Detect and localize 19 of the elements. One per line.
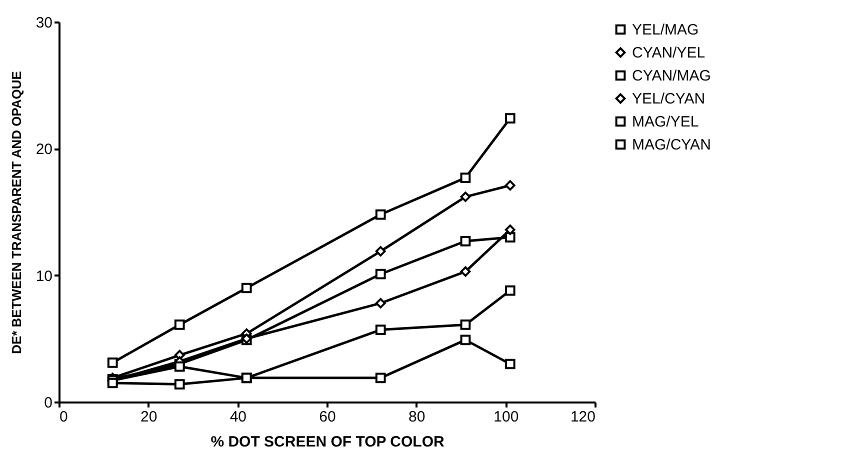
x-tick-label: 0 (60, 408, 68, 426)
y-tick-label: 30 (36, 14, 52, 32)
legend-label: YEL/MAG (632, 22, 699, 38)
y-tick-label: 10 (36, 268, 52, 285)
y-axis-title: DE* BETWEEN TRANSPARENT AND OPAQUE (8, 70, 24, 354)
y-tick-label: 0 (44, 394, 52, 412)
legend-label: MAG/CYAN (632, 136, 711, 154)
x-axis-title: % DOT SCREEN OF TOP COLOR (210, 434, 444, 450)
x-tick-label: 100 (494, 408, 519, 426)
x-tick-label: 60 (319, 408, 336, 426)
x-tick-label: 80 (408, 408, 426, 426)
x-tick-label: 20 (140, 408, 158, 426)
legend-label: YEL/CYAN (632, 90, 706, 108)
x-tick-label: 120 (570, 408, 596, 426)
legend-label: MAG/YEL (632, 114, 699, 130)
legend-label: CYAN/YEL (632, 44, 706, 62)
x-tick-label: 40 (230, 408, 247, 426)
y-tick-label: 20 (36, 141, 52, 158)
legend-label: CYAN/MAG (632, 68, 711, 84)
